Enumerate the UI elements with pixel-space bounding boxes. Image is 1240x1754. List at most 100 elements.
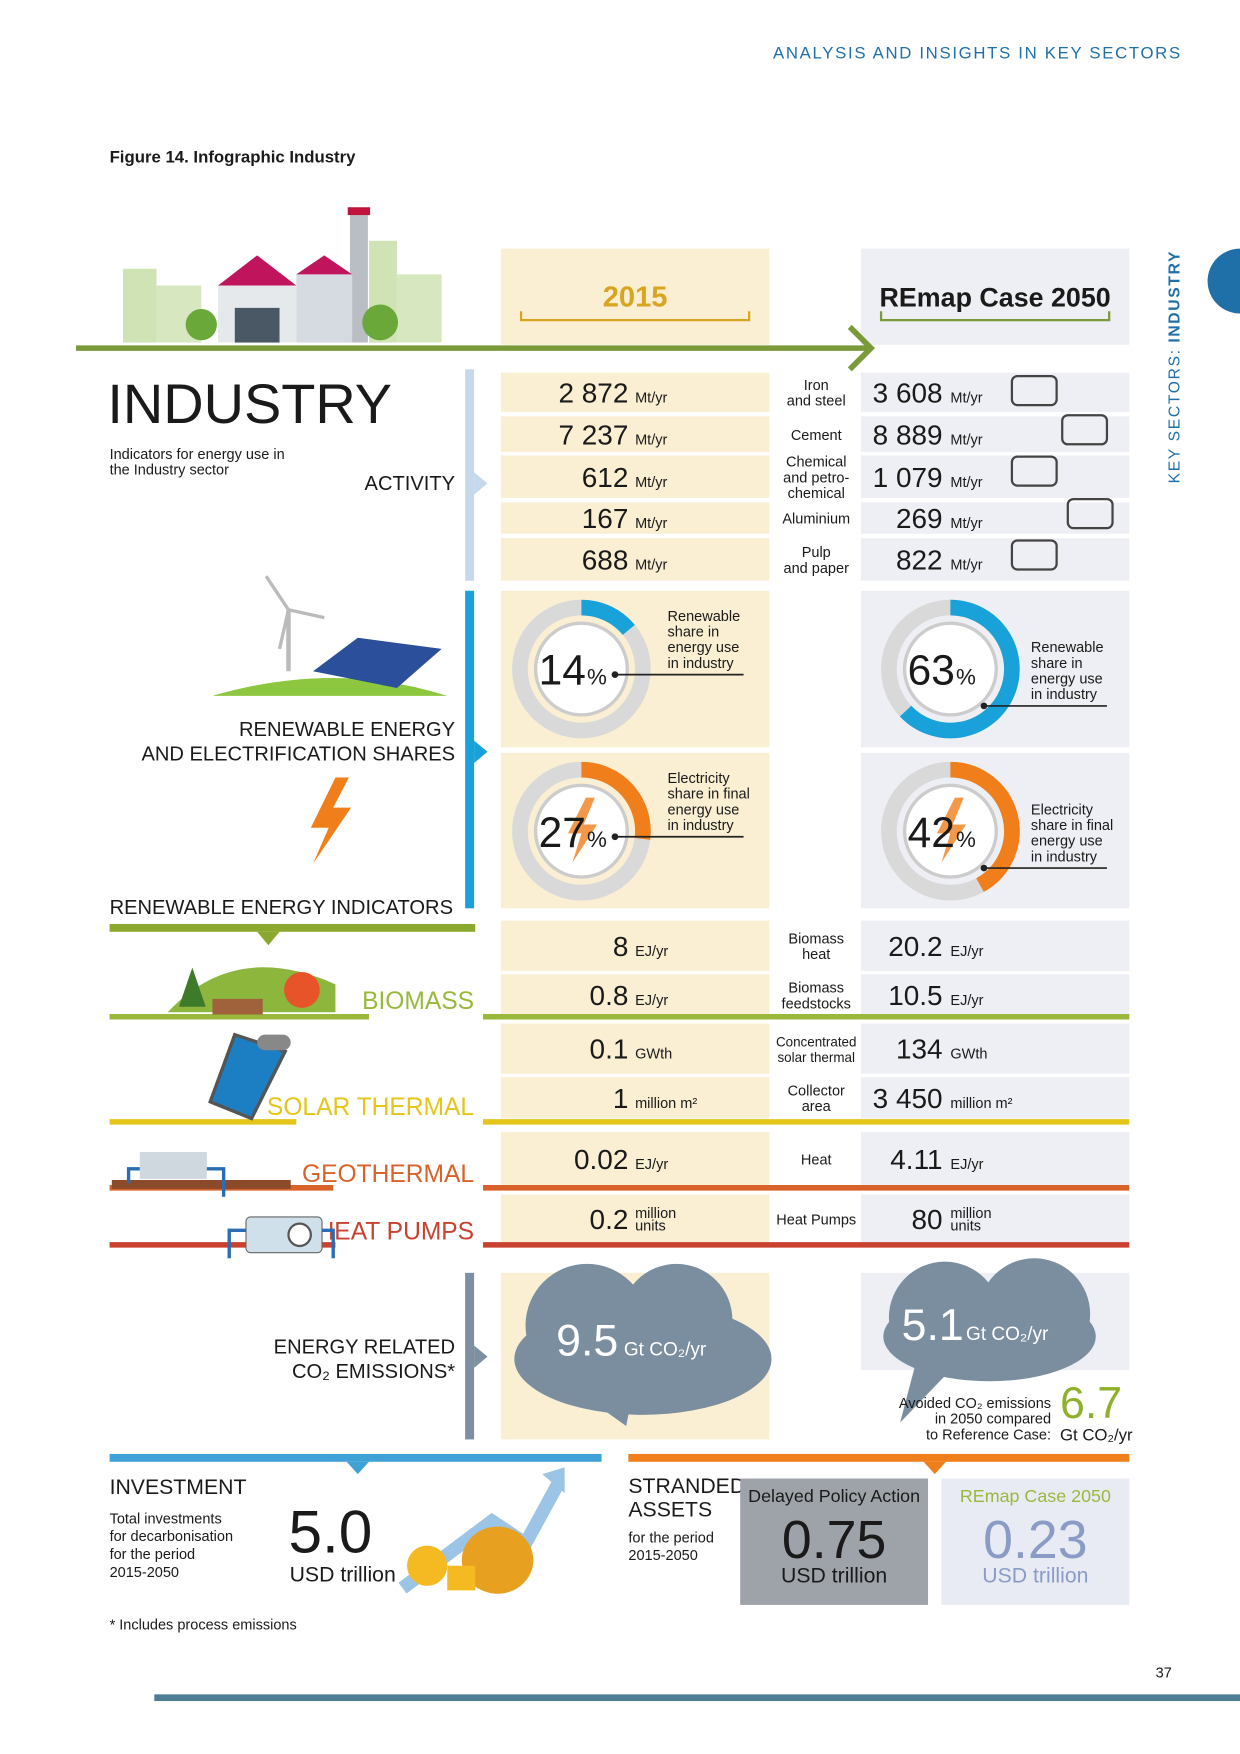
unit: GWth <box>950 1047 987 1063</box>
row-label: Aluminium <box>782 512 850 528</box>
share-description: in industry <box>1031 687 1098 703</box>
unit: Mt/yr <box>635 475 667 491</box>
emissions-value: 9.5 <box>556 1317 618 1366</box>
sector-title: INDUSTRY <box>107 372 392 435</box>
row-label: Biomass <box>788 981 844 997</box>
unit: units <box>950 1218 981 1234</box>
share-description: Electricity <box>1031 802 1094 818</box>
share-arc <box>581 599 635 636</box>
share-arc <box>581 761 651 840</box>
avoided-text: Avoided CO₂ emissions <box>899 1396 1051 1412</box>
row-label: Concentrated <box>776 1034 856 1049</box>
section-pointer <box>257 931 280 946</box>
cell-2015 <box>500 416 770 453</box>
indicator-name: BIOMASS <box>362 988 474 1015</box>
scenario-name: Delayed Policy Action <box>748 1486 920 1506</box>
scenario-box <box>740 1478 929 1605</box>
avoided-unit: Gt CO₂/yr <box>1060 1426 1133 1445</box>
side-tab-marker <box>1207 248 1240 314</box>
unit: Mt/yr <box>635 558 667 574</box>
cell-2015 <box>500 1077 770 1119</box>
row-label: chemical <box>788 486 845 502</box>
share-value: 27 <box>539 810 586 857</box>
value-2050: 80 <box>912 1204 943 1235</box>
value-2050: 269 <box>896 503 943 534</box>
activity-icon <box>1061 414 1109 446</box>
sector-description: Indicators for energy use in <box>110 447 285 463</box>
value-2015: 167 <box>582 503 629 534</box>
unit: Mt/yr <box>635 432 667 448</box>
leader-dot <box>611 671 619 678</box>
section-bar <box>465 1272 475 1440</box>
unit: million m² <box>635 1096 697 1112</box>
cell-2050 <box>860 974 1130 1016</box>
row-label: area <box>802 1099 832 1115</box>
emission-cloud-2015 <box>514 1263 772 1426</box>
unit: EJ/yr <box>635 1157 668 1173</box>
scenario-value: 0.75 <box>782 1510 886 1570</box>
scenario-box <box>941 1478 1130 1605</box>
section-bar <box>109 923 476 932</box>
section-label: RENEWABLE ENERGY <box>239 719 455 741</box>
unit: Mt/yr <box>950 432 982 448</box>
value-2015: 2 872 <box>558 377 628 408</box>
header-bracket <box>519 311 751 322</box>
unit: million <box>950 1206 991 1222</box>
geothermal-illustration <box>111 1152 291 1197</box>
indicator-name: SOLAR THERMAL <box>267 1094 474 1121</box>
stranded-description: for the period <box>628 1530 714 1546</box>
leader-dot <box>611 833 619 841</box>
cell-2050 <box>860 920 1130 971</box>
share-description: in industry <box>668 818 735 834</box>
emissions-value: 5.1 <box>902 1301 964 1350</box>
value-2050: 8 889 <box>873 419 943 450</box>
cell-2050 <box>860 416 1130 453</box>
share-unit: % <box>956 827 976 852</box>
section-pointer <box>474 740 488 763</box>
share-value: 14 <box>539 648 586 695</box>
section-label: AND ELECTRIFICATION SHARES <box>141 744 455 766</box>
value-2050: 10.5 <box>888 980 942 1011</box>
column-header: REmap Case 2050 <box>880 283 1111 313</box>
emission-cloud-2015-part <box>587 1398 632 1426</box>
investment-description: for decarbonisation <box>110 1529 233 1545</box>
value-2050: 3 608 <box>873 377 943 408</box>
section-bar <box>109 1453 602 1462</box>
section-title: INVESTMENT <box>110 1475 247 1499</box>
value-2050: 1 079 <box>873 462 943 493</box>
column-header: 2015 <box>603 282 668 314</box>
footnote: * Includes process emissions <box>110 1617 297 1633</box>
value-2050: 3 450 <box>873 1083 943 1114</box>
value-2015: 1 <box>613 1083 629 1114</box>
share-description: Renewable <box>668 609 741 625</box>
share-description: share in final <box>668 787 750 803</box>
heatpump-illustration <box>227 1216 335 1259</box>
row-label: heat <box>802 947 830 963</box>
section-pointer <box>474 472 488 495</box>
header-bracket <box>879 311 1111 322</box>
row-label: Iron <box>804 378 829 394</box>
scenario-name: REmap Case 2050 <box>960 1486 1111 1506</box>
value-2015: 612 <box>582 462 629 493</box>
stranded-description: 2015-2050 <box>628 1548 697 1564</box>
share-description: in industry <box>668 656 735 672</box>
investment-unit: USD trillion <box>290 1562 396 1586</box>
unit: Mt/yr <box>950 558 982 574</box>
value-2015: 0.2 <box>590 1204 629 1235</box>
avoided-text: in 2050 compared <box>935 1412 1051 1428</box>
ring-center <box>533 621 629 717</box>
activity-icon <box>1010 374 1058 407</box>
activity-icon <box>1010 539 1058 571</box>
row-label: and petro- <box>783 470 849 486</box>
unit: Mt/yr <box>635 390 667 406</box>
section-title: RENEWABLE ENERGY INDICATORS <box>110 897 453 919</box>
col-2015-header <box>500 248 770 345</box>
cell-2050 <box>860 1077 1130 1119</box>
unit: Mt/yr <box>950 390 982 406</box>
solar-illustration <box>208 1032 291 1121</box>
cell-2015 <box>500 1023 770 1074</box>
share-unit: % <box>587 665 607 690</box>
sector-description: the Industry sector <box>110 462 230 478</box>
leader-dot <box>980 702 988 710</box>
activity-icon <box>1010 455 1058 487</box>
